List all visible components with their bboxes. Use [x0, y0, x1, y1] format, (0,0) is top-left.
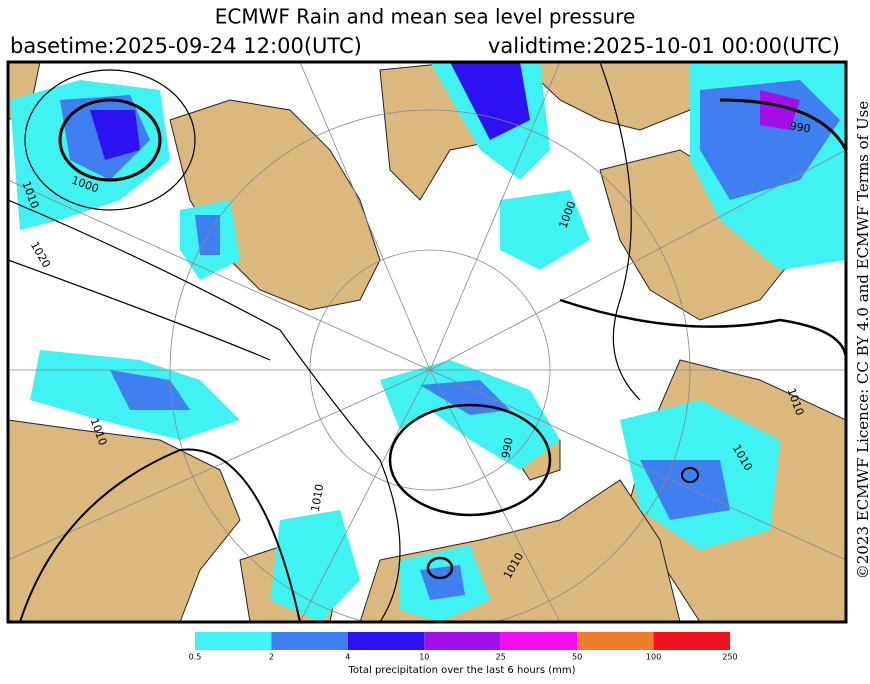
graticule [8, 62, 846, 622]
license: ©2023 ECMWF Licence: CC BY 4.0 and ECMWF… [854, 101, 870, 580]
colorbar-segment [195, 632, 272, 650]
colorbar-segment [653, 632, 730, 650]
isobar-label: 990 [789, 119, 812, 135]
map: 1010 100010201000990101010101010990101010… [8, 62, 846, 622]
isobar-label: 990 [499, 436, 515, 459]
colorbar: 0.5 2 4 10 25 50 100 250 [189, 632, 738, 662]
colorbar-tick-label: 10 [419, 653, 429, 662]
colorbar-segment [577, 632, 654, 650]
title: ECMWF Rain and mean sea level pressure [215, 5, 636, 29]
colorbar-tick-label: 25 [496, 653, 506, 662]
validtime: validtime:2025-10-01 00:00(UTC) [488, 34, 840, 58]
map-frame [6, 60, 848, 624]
colorbar-tick-label: 250 [722, 653, 737, 662]
colorbar-tick-label: 2 [269, 653, 274, 662]
basetime: basetime:2025-09-24 12:00(UTC) [10, 34, 362, 58]
isobar-label: 1010 [309, 483, 327, 513]
colorbar-tick-label: 0.5 [189, 653, 202, 662]
colorbar-segment [347, 632, 425, 650]
colorbar-segment [271, 632, 348, 650]
isobars [8, 62, 846, 622]
colorbar-segment [424, 632, 501, 650]
colorbar-tick-label: 100 [646, 653, 661, 662]
colorbar-tick-label: 50 [572, 653, 582, 662]
colorbar-tick-label: 4 [345, 653, 350, 662]
colorbar-caption: Total precipitation over the last 6 hour… [347, 665, 575, 676]
colorbar-segment [500, 632, 578, 650]
